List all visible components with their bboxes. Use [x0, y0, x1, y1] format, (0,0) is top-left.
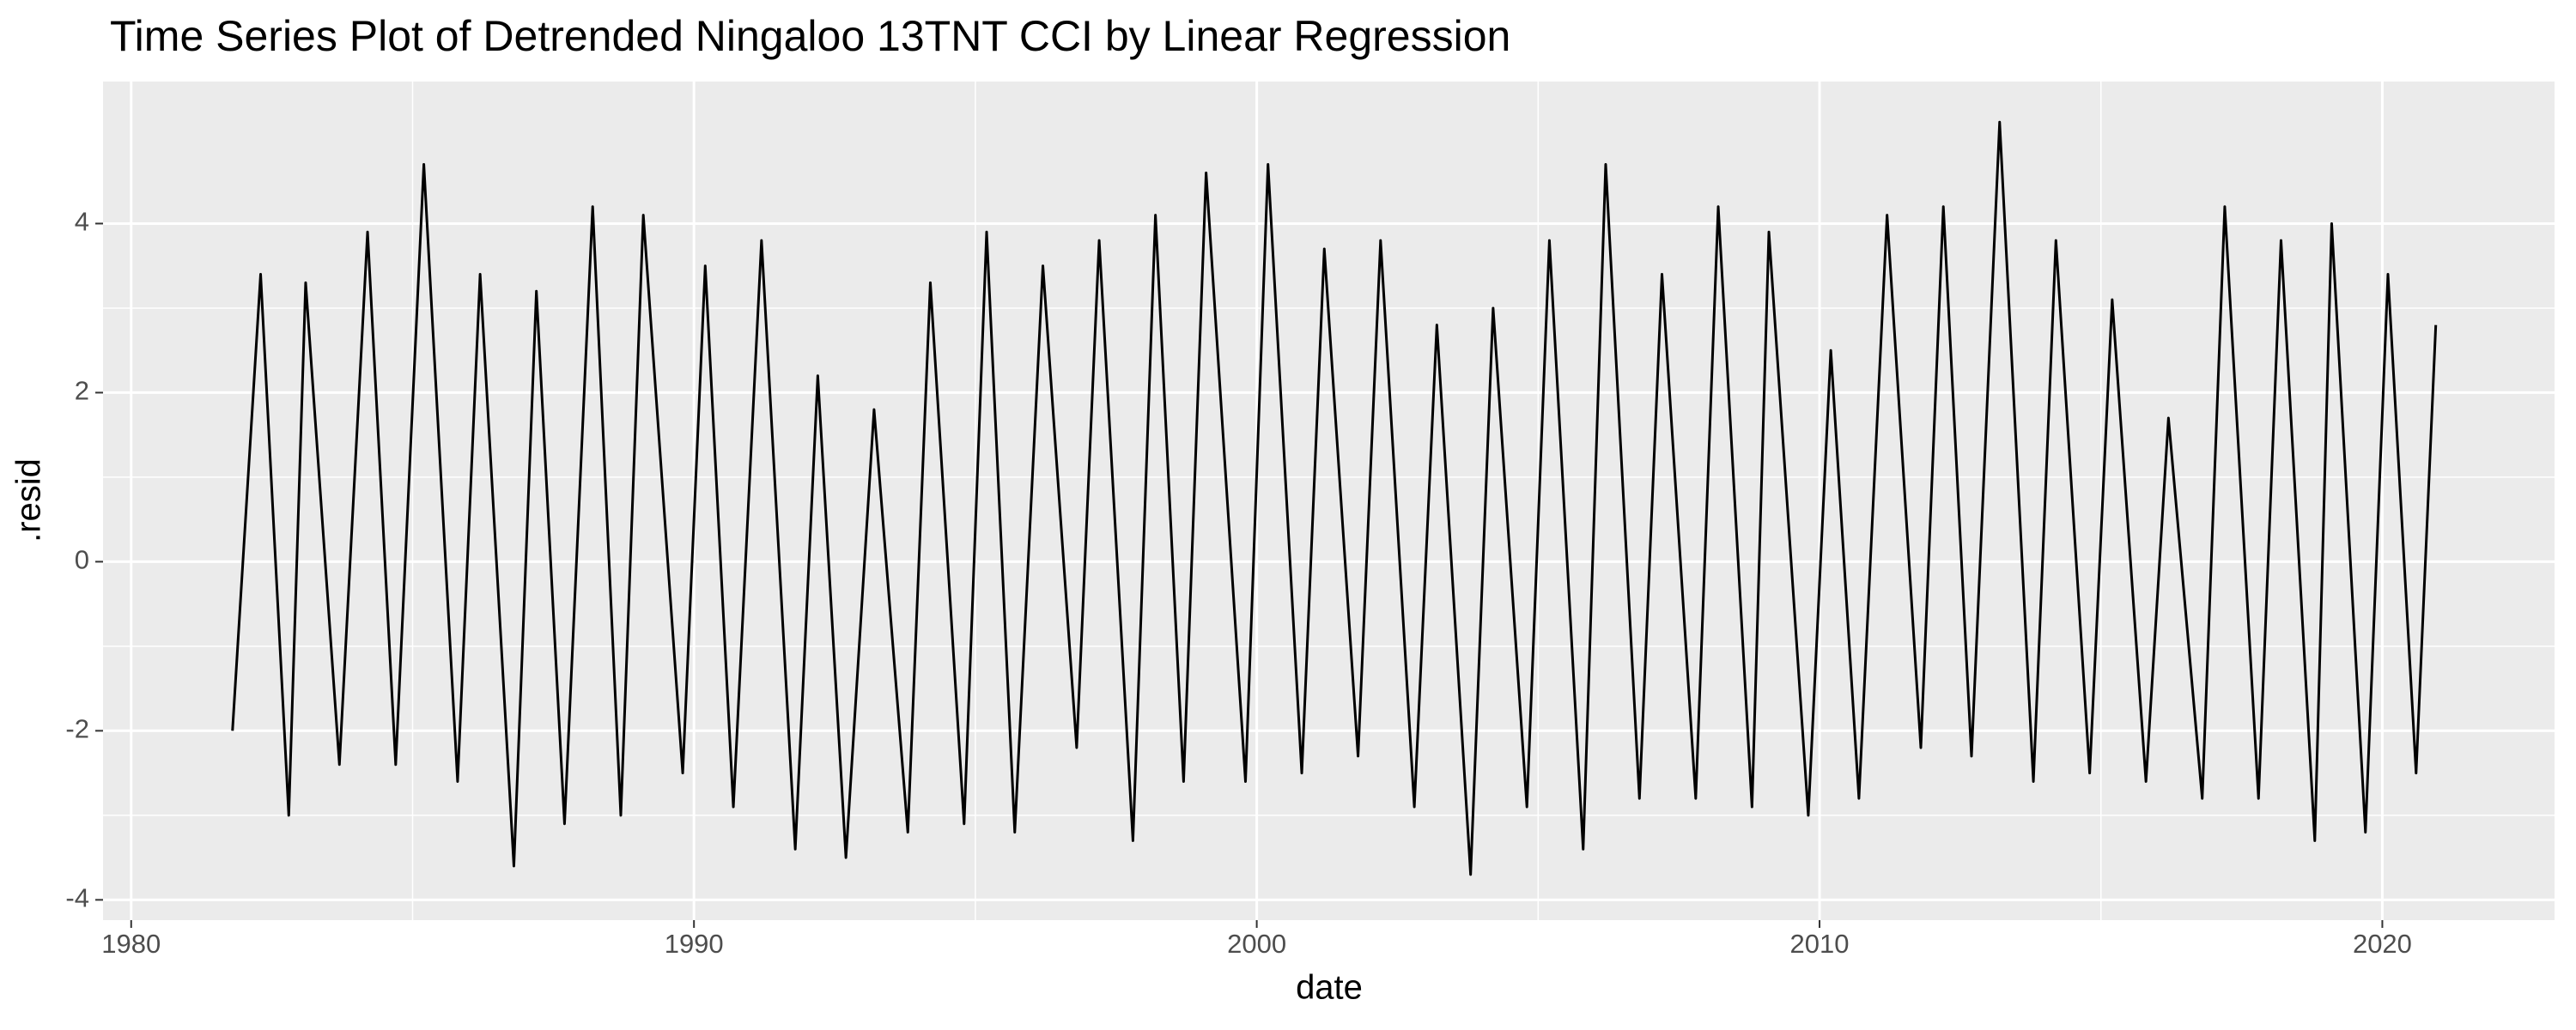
- y-tick-label: 4: [75, 207, 89, 237]
- chart-title: Time Series Plot of Detrended Ningaloo 1…: [110, 12, 1510, 60]
- x-tick-label: 1990: [665, 929, 724, 959]
- y-axis-label: .resid: [10, 458, 48, 542]
- x-tick-label: 1980: [101, 929, 161, 959]
- line-series: [231, 120, 2438, 876]
- x-axis-label: date: [1296, 969, 1363, 1007]
- y-tick-label: -4: [65, 883, 89, 913]
- x-tick-label: 2020: [2353, 929, 2412, 959]
- y-tick-label: 2: [75, 376, 89, 406]
- x-tick-label: 2000: [1227, 929, 1286, 959]
- x-tick-label: 2010: [1790, 929, 1850, 959]
- y-tick-label: -2: [65, 714, 89, 744]
- y-tick-label: 0: [75, 545, 89, 575]
